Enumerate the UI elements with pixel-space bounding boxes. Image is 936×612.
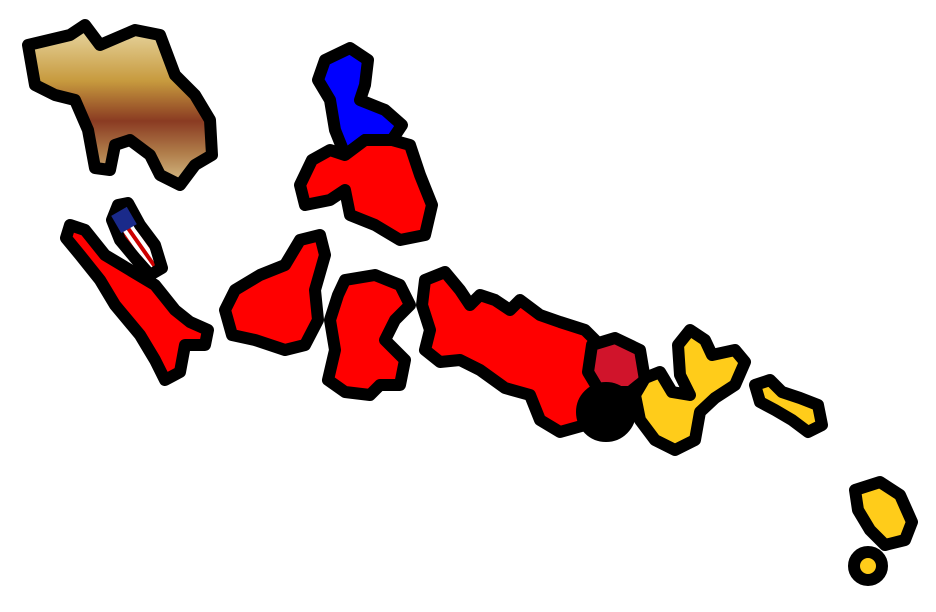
islands-east	[749, 374, 828, 438]
island-dot	[848, 546, 888, 586]
philippines-north	[312, 42, 408, 161]
black-region	[576, 382, 636, 442]
borneo	[219, 229, 331, 356]
sumatra	[60, 219, 214, 386]
thailand	[22, 19, 218, 191]
philippines-south	[294, 134, 438, 246]
papua	[629, 324, 751, 456]
island-chain	[416, 266, 606, 438]
flag-canton	[111, 206, 137, 234]
island-far-east	[849, 476, 918, 551]
sulawesi	[322, 269, 416, 401]
